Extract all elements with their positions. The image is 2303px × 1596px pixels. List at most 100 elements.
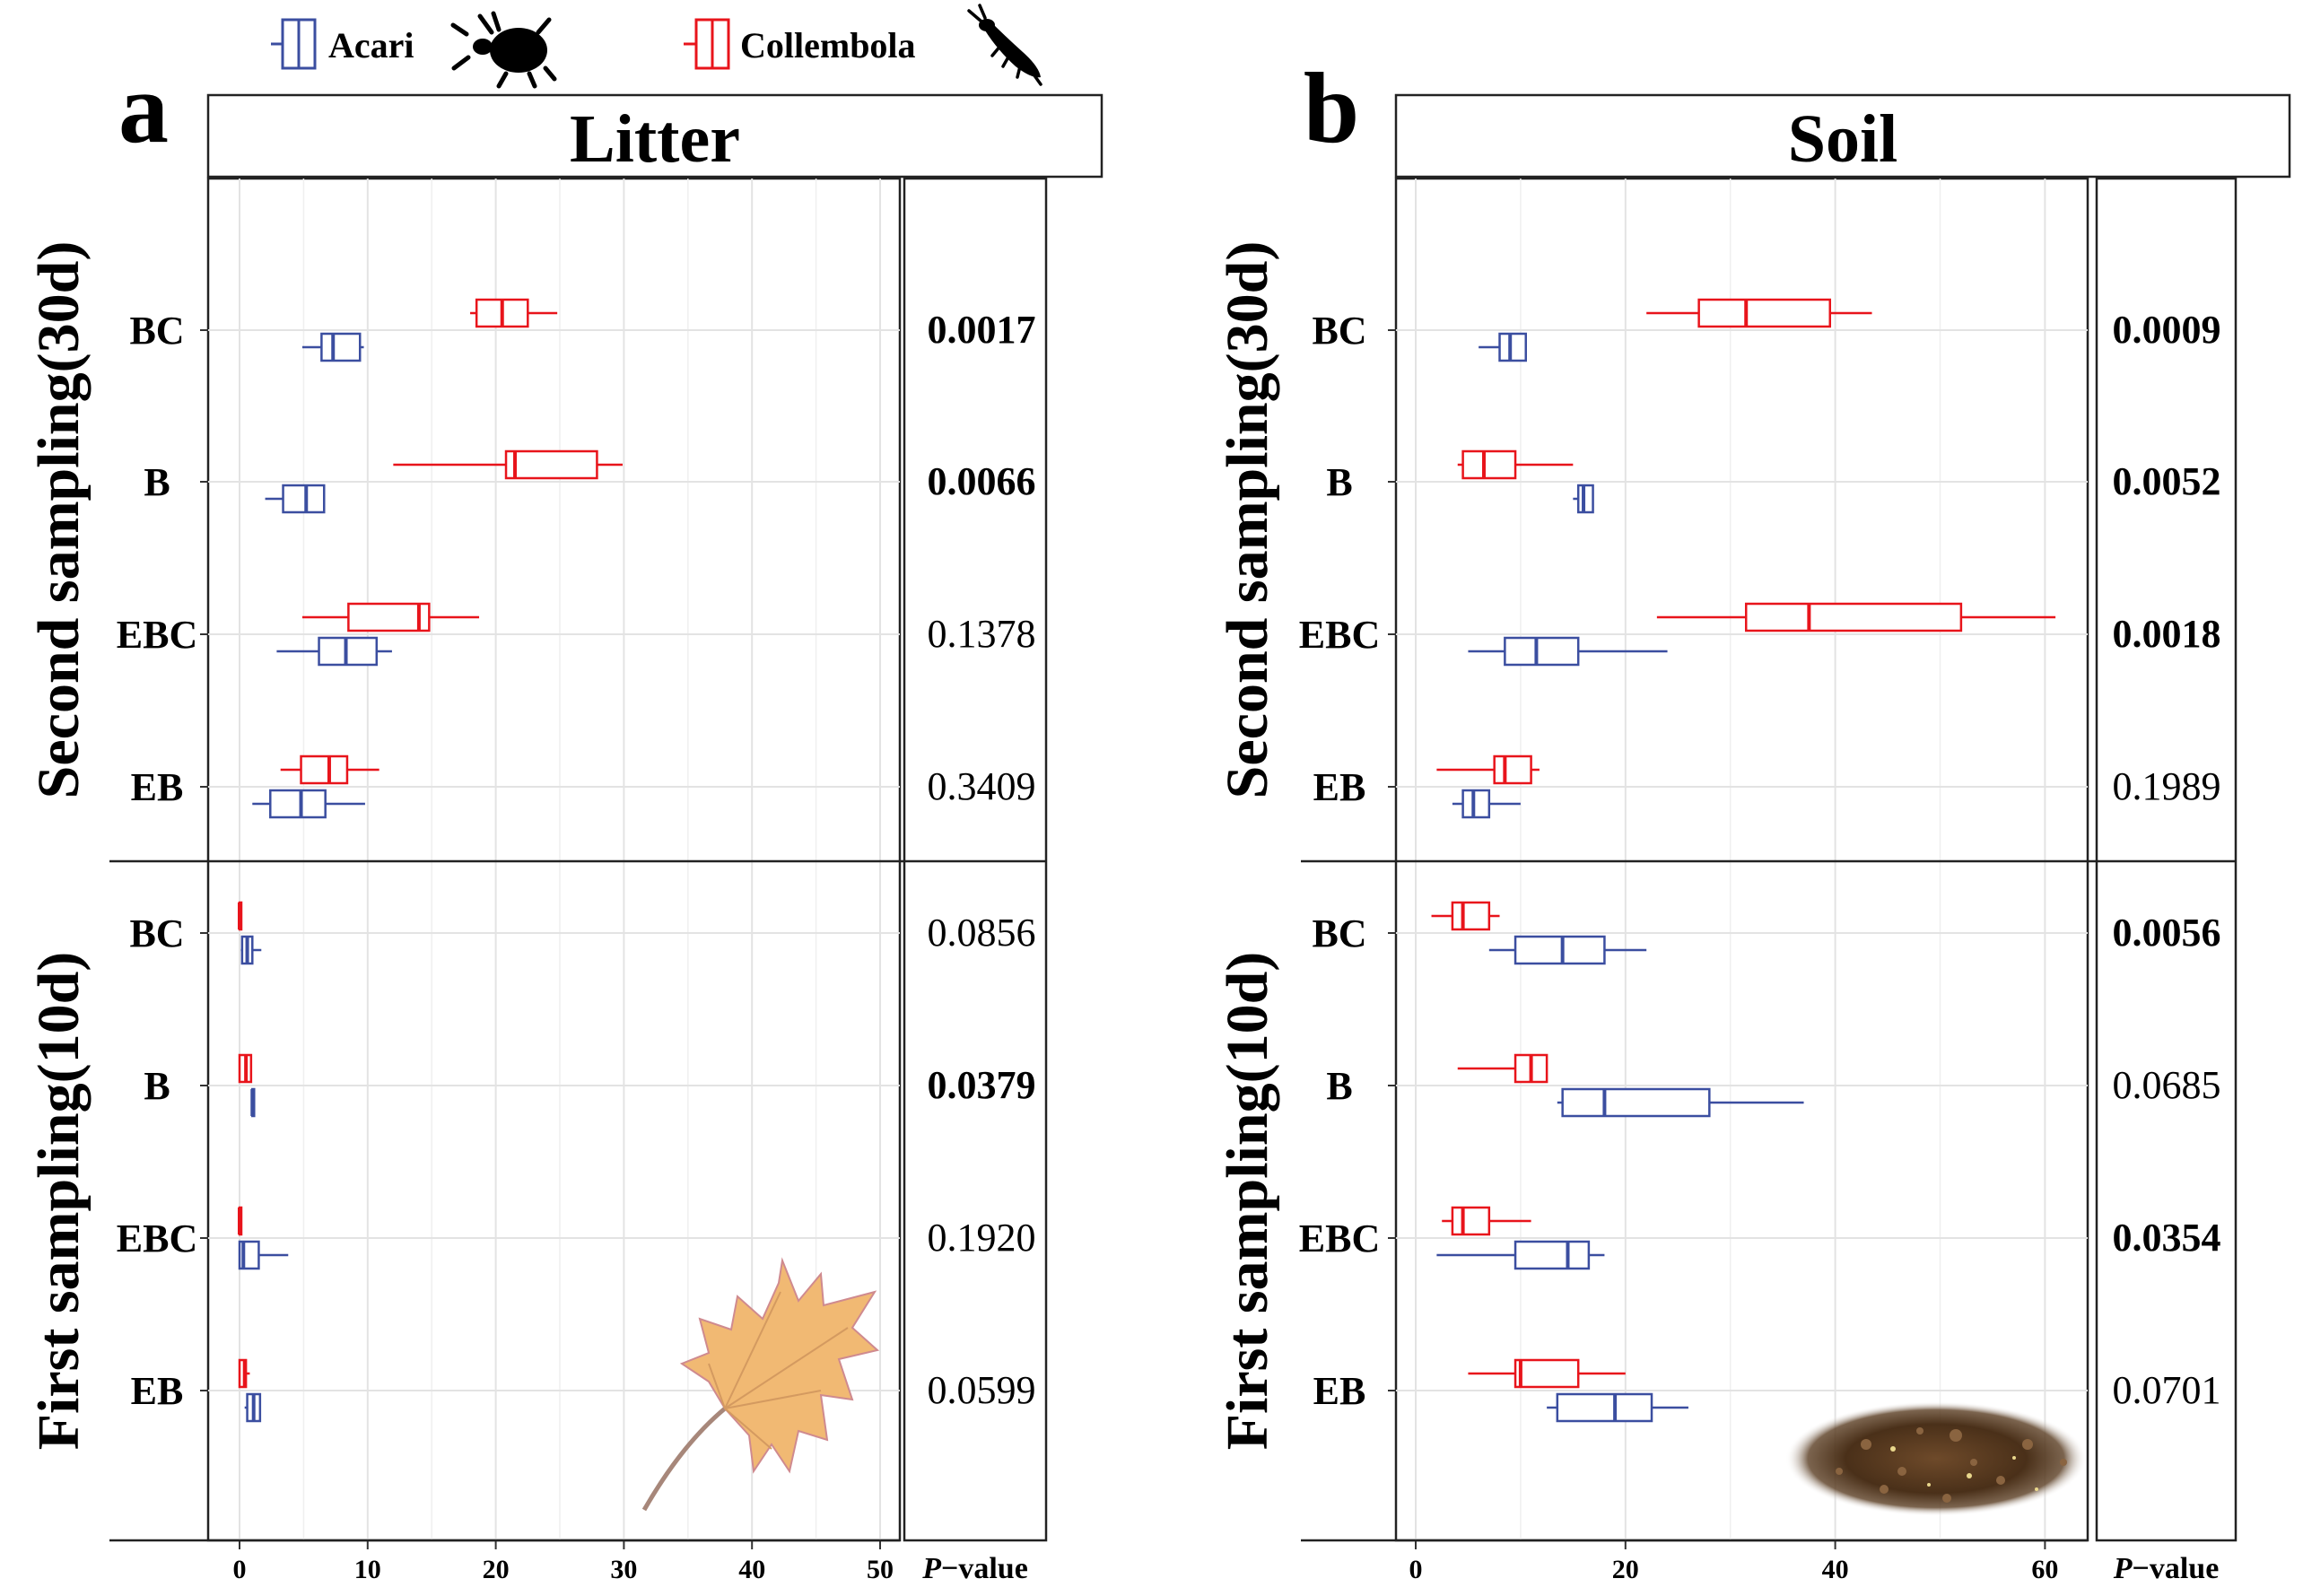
- acari-boxplot: [1479, 332, 1527, 362]
- x-tick-label: 50: [867, 1555, 894, 1584]
- category-label: B: [144, 460, 170, 504]
- x-tick-label: 10: [354, 1555, 381, 1584]
- pvalue: 0.1989: [2113, 764, 2221, 808]
- soil-grain: [1967, 1473, 1972, 1478]
- soil-clod: [1836, 1468, 1843, 1475]
- acari-boxplot: [1573, 484, 1594, 514]
- acari-boxplot: [301, 332, 364, 362]
- soil-clod: [1942, 1494, 1951, 1503]
- pvalue: 0.0856: [928, 911, 1036, 955]
- section-label: First sampling(10d): [26, 952, 92, 1451]
- acari-box: [318, 636, 379, 667]
- pvalue: 0.0017: [928, 308, 1036, 352]
- soil-clod: [1970, 1459, 1977, 1466]
- legend: Acari Collembola: [271, 4, 1042, 89]
- acari-box: [1576, 484, 1594, 514]
- soil-grain: [2035, 1487, 2038, 1491]
- legend-acari-label: Acari: [328, 25, 414, 65]
- pvalue-axis-label: P−value: [921, 1552, 1028, 1585]
- collembola-boxplot: [301, 602, 480, 632]
- soil-clod: [1861, 1439, 1871, 1450]
- category-label: EBC: [1299, 613, 1380, 657]
- category-label: B: [144, 1064, 170, 1108]
- collembola-boxplot: [1436, 754, 1540, 785]
- soil-ellipse: [1785, 1401, 2087, 1516]
- x-tick-label: 60: [2031, 1555, 2058, 1584]
- collembola-boxplot: [1656, 602, 2056, 632]
- collembola-boxplot: [1431, 901, 1500, 931]
- chart-title: Litter: [570, 101, 740, 177]
- soil-grain: [1927, 1483, 1931, 1487]
- collembola-boxplot: [1442, 1206, 1531, 1236]
- collembola-boxplot: [238, 1358, 250, 1389]
- acari-boxplot: [265, 484, 326, 514]
- x-tick-label: 20: [1612, 1555, 1639, 1584]
- pvalue-axis-label-rest: −value: [2132, 1552, 2219, 1585]
- strip-box: [206, 93, 1104, 179]
- collembola-box: [1697, 298, 1832, 328]
- x-tick-label: 0: [233, 1555, 247, 1584]
- leaf-stem: [641, 1407, 727, 1512]
- category-label: BC: [1312, 911, 1366, 955]
- acari-boxplot: [1468, 636, 1668, 667]
- pvalue: 0.0018: [2113, 612, 2221, 656]
- pvalue: 0.0056: [2113, 911, 2221, 955]
- category-label: EBC: [117, 1217, 197, 1260]
- acari-box: [1556, 1392, 1653, 1423]
- pvalue: 0.3409: [928, 764, 1036, 808]
- acari-box: [269, 789, 327, 819]
- pvalue: 0.0009: [2113, 308, 2221, 352]
- pvalue-axis-label-italic: P: [921, 1552, 941, 1585]
- chart-title: Soil: [1788, 101, 1898, 177]
- collembola-box: [1461, 449, 1517, 480]
- category-label: BC: [1312, 309, 1366, 353]
- x-tick-label: 40: [1822, 1555, 1849, 1584]
- acari-boxplot: [1452, 789, 1521, 819]
- acari-box: [1561, 1087, 1711, 1118]
- category-label: EB: [131, 1369, 184, 1413]
- collembola-box: [1451, 1206, 1491, 1236]
- panel-letter: a: [118, 53, 169, 164]
- x-tick-label: 0: [1409, 1555, 1423, 1584]
- collembola-box: [347, 602, 431, 632]
- chart-panel-a: a Litter 0 10 20 30 40 50 P−value Second sampling…: [26, 53, 1104, 1585]
- collembola-box: [504, 449, 598, 480]
- pvalue-column: [2095, 177, 2238, 1542]
- pvalue: 0.0379: [928, 1063, 1036, 1107]
- pvalue: 0.0052: [2113, 459, 2221, 503]
- legend-item-collembola: Collembola: [684, 4, 1042, 86]
- acari-boxplot: [1436, 1240, 1605, 1270]
- x-tick-label: 40: [738, 1555, 765, 1584]
- section-label: Second sampling(30d): [26, 241, 92, 799]
- soil-image: [1785, 1401, 2087, 1516]
- pvalue: 0.0066: [928, 459, 1036, 503]
- category-label: EB: [1313, 765, 1366, 809]
- acari-box: [1461, 789, 1491, 819]
- category-label: BC: [129, 309, 184, 353]
- collembola-boxplot: [238, 1053, 253, 1084]
- collembola-box: [1744, 602, 1963, 632]
- acari-boxplot: [1488, 935, 1647, 965]
- leaf-blade: [679, 1257, 880, 1474]
- springtail-icon: [967, 4, 1042, 86]
- collembola-boxplot: [470, 298, 558, 328]
- mite-icon: [450, 11, 557, 89]
- legend-item-acari: Acari: [271, 11, 557, 89]
- pvalue-axis-label: P−value: [2113, 1552, 2220, 1585]
- acari-box: [1514, 935, 1606, 965]
- collembola-boxplot: [1468, 1358, 1626, 1389]
- acari-boxplot: [240, 935, 262, 965]
- strip-box: [1394, 93, 2291, 179]
- acari-box: [1498, 332, 1527, 362]
- section-label: Second sampling(30d): [1215, 241, 1280, 799]
- pvalue-axis-label-rest: −value: [941, 1552, 1028, 1585]
- leaf-veins: [708, 1291, 849, 1450]
- collembola-box: [1514, 1358, 1580, 1389]
- category-label: BC: [129, 911, 184, 955]
- pvalue-axis-label-italic: P: [2113, 1552, 2133, 1585]
- acari-box: [320, 332, 362, 362]
- category-label: EBC: [1299, 1217, 1380, 1260]
- category-label: EB: [1313, 1369, 1366, 1413]
- category-label: EBC: [117, 613, 197, 657]
